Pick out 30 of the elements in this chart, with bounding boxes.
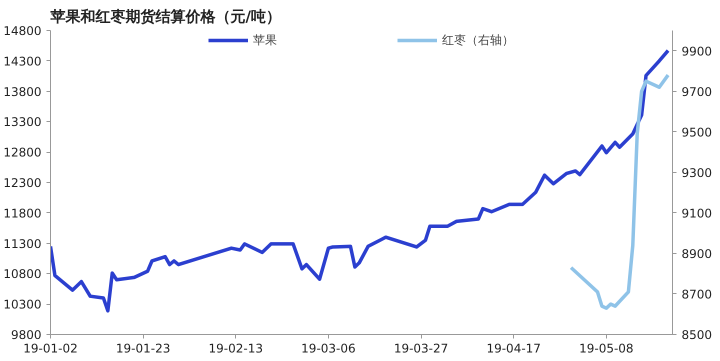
y2-tick-label: 9700 [682, 84, 712, 99]
y-tick-label: 12300 [3, 176, 42, 190]
x-tick-label: 19-01-02 [23, 342, 78, 356]
line-series [569, 73, 670, 310]
y2-tick-label: 8700 [682, 287, 712, 302]
x-tick-label: 19-02-13 [208, 342, 264, 356]
y2-tick-label: 8500 [682, 328, 712, 342]
x-tick-label: 19-03-27 [394, 342, 448, 356]
y-tick-label: 14300 [3, 54, 42, 68]
y2-tick-label: 9300 [682, 166, 712, 180]
x-tick-label: 19-04-17 [486, 342, 541, 356]
y-tick-label: 11800 [3, 206, 42, 220]
chart-title: 苹果和红枣期货结算价格（元/吨） [50, 8, 281, 26]
y-tick-label: 13800 [3, 84, 42, 99]
x-tick-label: 19-03-06 [301, 342, 356, 356]
y2-tick-label: 9100 [682, 206, 712, 220]
y2-tick-label: 9500 [682, 125, 712, 140]
y-tick-label: 12800 [3, 146, 42, 160]
y2-tick-label: 8900 [682, 246, 712, 261]
y-tick-label: 10800 [3, 267, 42, 282]
x-tick-label: 19-05-08 [579, 342, 634, 356]
y-tick-label: 11300 [3, 236, 42, 251]
legend-label: 苹果 [253, 32, 277, 48]
x-tick-label: 19-01-23 [116, 342, 170, 356]
y2-tick-label: 9900 [682, 44, 712, 58]
y-tick-label: 14800 [3, 24, 42, 38]
y-tick-label: 9800 [10, 328, 42, 342]
y-tick-label: 13300 [3, 115, 42, 130]
y-tick-label: 10300 [3, 298, 42, 312]
legend-label: 红枣（右轴） [442, 32, 514, 48]
